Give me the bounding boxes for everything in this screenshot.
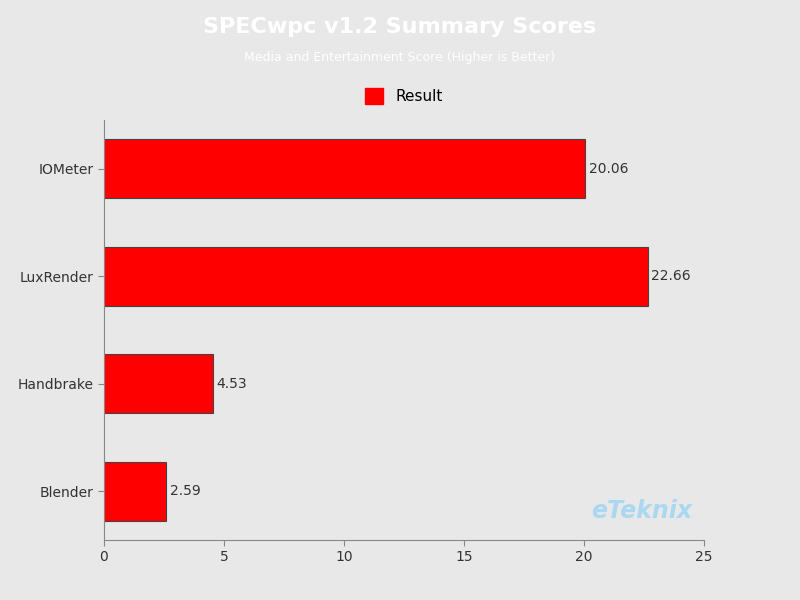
Bar — [104, 462, 166, 521]
Text: 22.66: 22.66 — [651, 269, 691, 283]
Text: Media and Entertainment Score (Higher is Better): Media and Entertainment Score (Higher is… — [245, 51, 555, 64]
Text: eTeknix: eTeknix — [591, 499, 692, 523]
Text: 4.53: 4.53 — [216, 377, 247, 391]
Text: 20.06: 20.06 — [589, 161, 629, 176]
Text: SPECwpc v1.2 Summary Scores: SPECwpc v1.2 Summary Scores — [203, 17, 597, 37]
Legend: Result: Result — [359, 82, 449, 110]
Bar — [104, 139, 586, 198]
Bar — [104, 247, 648, 306]
Text: 2.59: 2.59 — [170, 484, 201, 499]
Bar — [104, 354, 213, 413]
